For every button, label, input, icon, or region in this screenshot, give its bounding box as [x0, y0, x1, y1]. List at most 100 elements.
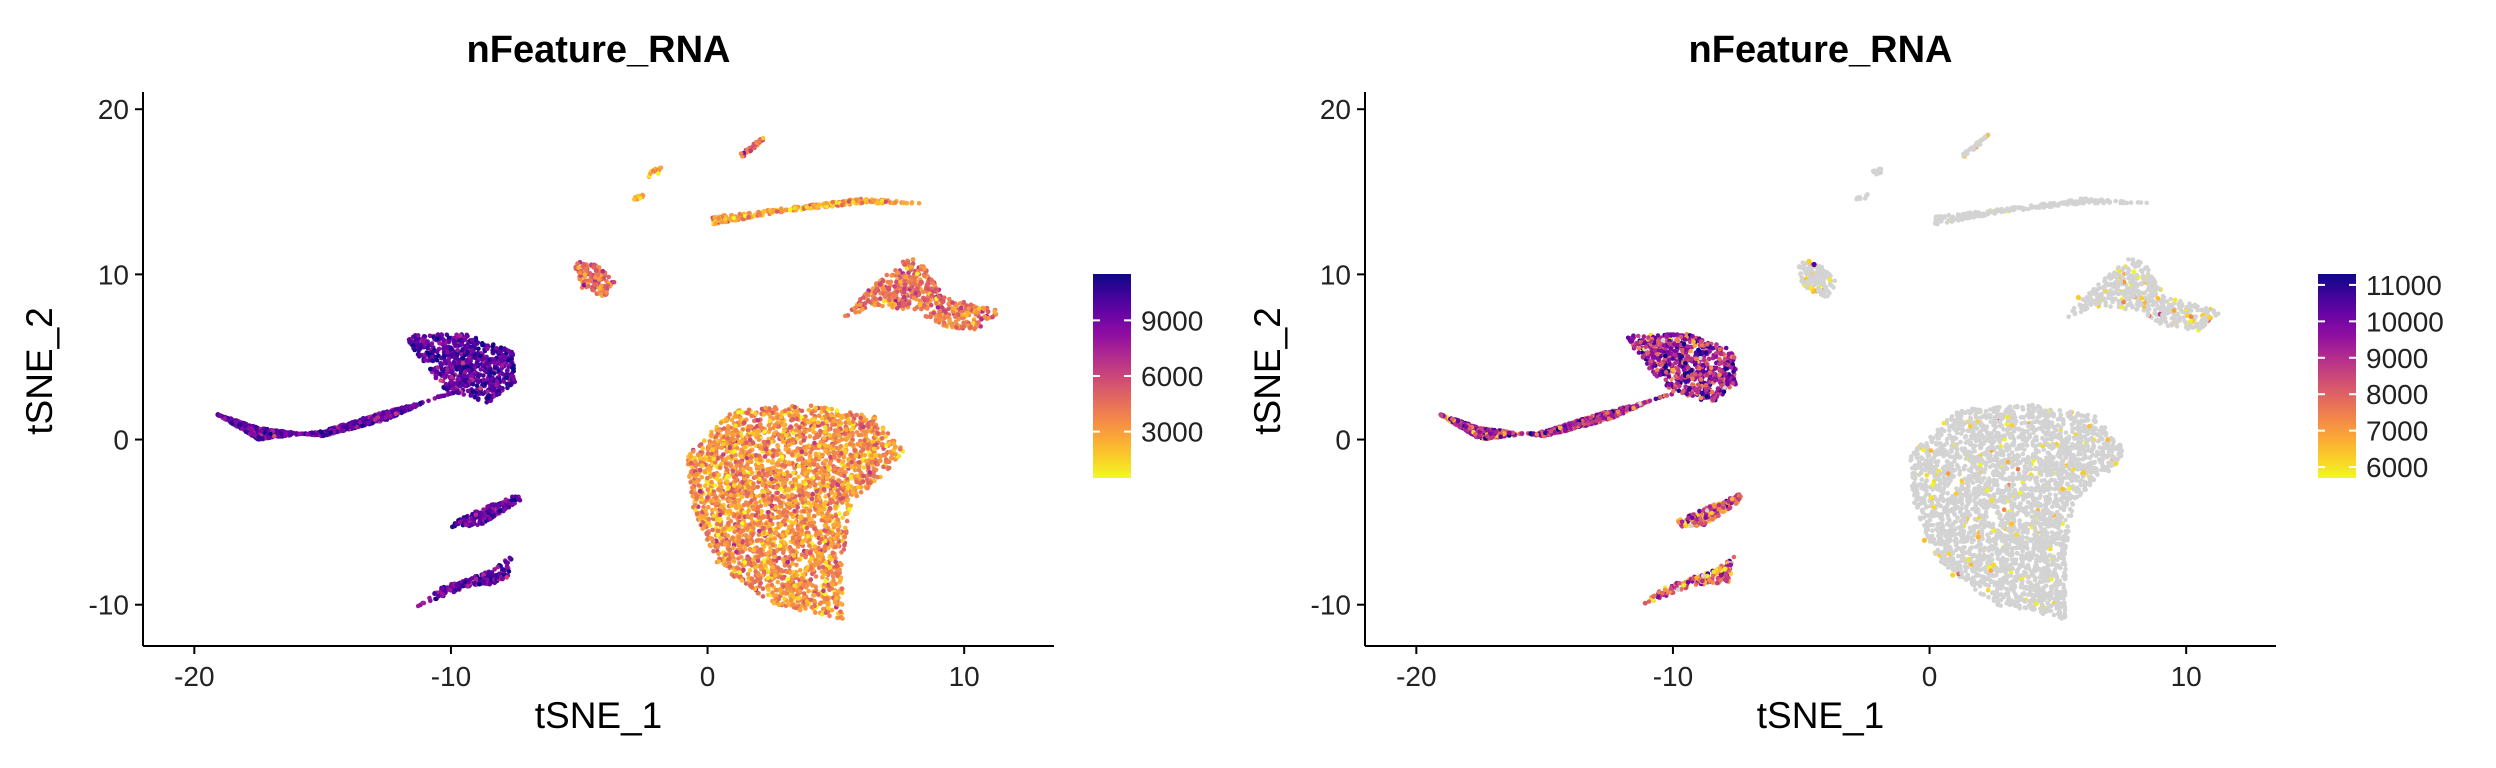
- cell-point: [807, 455, 813, 460]
- cell-point: [777, 458, 782, 463]
- cell-point: [454, 390, 460, 395]
- cell-point: [733, 428, 739, 433]
- cell-point: [862, 437, 867, 443]
- cell-point: [447, 391, 453, 396]
- cell-point: [751, 506, 756, 512]
- cell-point: [694, 472, 699, 477]
- cell-point: [291, 430, 297, 436]
- cell-point: [437, 340, 442, 346]
- cell-point: [786, 442, 792, 448]
- cell-point: [819, 466, 824, 471]
- cell-point: [741, 567, 746, 573]
- cell-point: [844, 530, 849, 536]
- cell-point: [782, 596, 787, 601]
- cell-point: [790, 602, 796, 607]
- cell-point: [588, 278, 593, 284]
- cell-point: [774, 530, 779, 536]
- cell-point: [729, 436, 735, 442]
- cell-point: [471, 520, 477, 525]
- cell-point: [500, 372, 506, 377]
- cell-point: [837, 433, 842, 438]
- cell-point: [465, 333, 470, 339]
- cell-point: [828, 569, 834, 575]
- cell-point: [845, 503, 851, 508]
- cell-point: [822, 528, 827, 533]
- cell-point: [838, 444, 844, 449]
- cell-point: [861, 442, 867, 448]
- cell-point: [478, 353, 483, 359]
- cell-point: [436, 594, 441, 599]
- cell-point: [478, 385, 483, 391]
- cell-point: [832, 591, 838, 597]
- cell-point: [823, 430, 828, 435]
- cell-point: [766, 497, 772, 502]
- cell-point: [717, 465, 723, 471]
- cell-point: [586, 284, 591, 289]
- cell-point: [896, 453, 902, 459]
- cell-point: [768, 533, 774, 539]
- cell-point: [765, 537, 770, 542]
- cell-point: [790, 493, 795, 498]
- cell-point: [775, 547, 780, 553]
- cell-point: [576, 265, 581, 271]
- cell-point: [715, 543, 721, 549]
- cell-point: [379, 416, 385, 421]
- cell-point: [414, 402, 420, 408]
- cell-point: [763, 405, 768, 411]
- cell-point: [729, 431, 734, 437]
- cell-point: [725, 486, 731, 492]
- cell-point: [805, 491, 810, 497]
- cell-point: [472, 341, 477, 347]
- cell-point: [814, 489, 819, 494]
- cell-point: [843, 525, 848, 531]
- cell-point: [328, 430, 334, 435]
- cell-point: [699, 475, 705, 480]
- cell-point: [780, 532, 785, 538]
- cell-point: [462, 369, 468, 375]
- cell-point: [402, 408, 408, 413]
- cell-point: [705, 475, 710, 481]
- cell-point: [778, 486, 784, 492]
- cell-point: [782, 408, 788, 414]
- cell-point: [510, 365, 515, 371]
- cell-point: [800, 479, 806, 485]
- cell-point: [448, 379, 454, 384]
- cell-point: [771, 593, 777, 598]
- cell-point: [445, 367, 450, 372]
- cell-point: [465, 349, 471, 355]
- cell-point: [287, 432, 293, 438]
- cell-point: [464, 364, 470, 369]
- cell-point: [794, 562, 799, 568]
- cell-point: [454, 381, 460, 386]
- cell-point: [433, 375, 439, 381]
- cell-point: [808, 550, 813, 555]
- cell-point: [768, 470, 774, 476]
- cell-point: [714, 521, 720, 527]
- cell-point: [875, 461, 880, 467]
- cell-point: [792, 404, 798, 410]
- cell-point: [725, 473, 730, 479]
- cell-point: [763, 446, 769, 452]
- cell-point: [712, 492, 717, 497]
- cell-point: [760, 482, 766, 488]
- cell-point: [824, 419, 829, 424]
- cell-point: [463, 345, 469, 350]
- cell-point: [769, 476, 774, 482]
- cell-point: [473, 576, 479, 582]
- cell-point: [504, 381, 510, 387]
- cell-point: [788, 597, 794, 603]
- cell-point: [790, 470, 796, 476]
- cell-point: [439, 332, 444, 337]
- cell-point: [487, 357, 492, 363]
- cell-point: [597, 286, 602, 291]
- cell-point: [439, 366, 445, 372]
- cell-point: [707, 535, 713, 541]
- cell-point: [861, 473, 866, 479]
- cell-point: [476, 396, 481, 401]
- cell-point: [832, 428, 838, 433]
- cell-point: [351, 421, 357, 427]
- cell-point: [425, 345, 430, 351]
- cell-point: [416, 354, 422, 359]
- cell-point: [834, 564, 839, 569]
- cell-point: [504, 575, 510, 580]
